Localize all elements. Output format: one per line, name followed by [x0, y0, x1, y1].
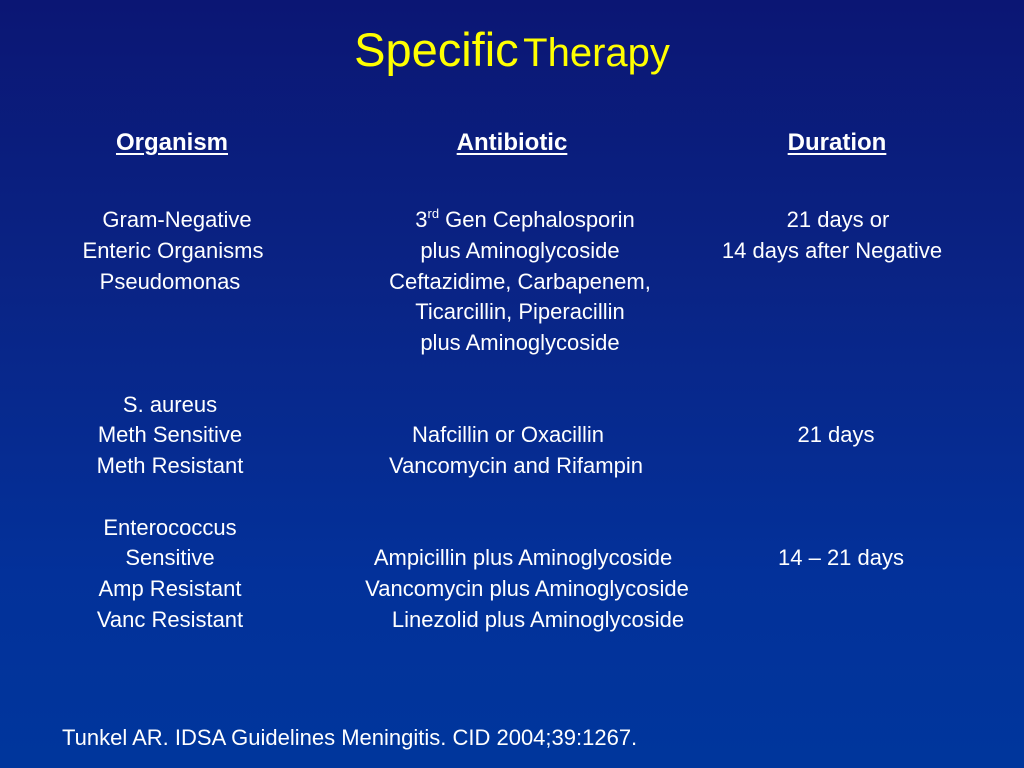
antibiotic-line [358, 359, 682, 390]
antibiotic-line: 3rd Gen Cephalosporin [363, 205, 687, 236]
antibiotic-line [358, 482, 682, 513]
duration-line [726, 267, 946, 298]
organism-line [80, 359, 261, 390]
antibiotic-line-sup: rd [427, 206, 440, 221]
antibiotic-line: Vancomycin plus Aminoglycoside [365, 576, 689, 602]
duration-line: 14 – 21 days [778, 545, 904, 571]
antibiotic-line: Ampicillin plus Aminoglycoside [373, 545, 673, 571]
organism-line: S. aureus [122, 391, 218, 417]
duration-line: 21 days or [786, 207, 890, 232]
antibiotic-line: plus Aminoglycoside [420, 330, 620, 356]
citation: Tunkel AR. IDSA Guidelines Meningitis. C… [62, 725, 638, 750]
duration-line [726, 513, 946, 544]
organism-line: Enterococcus [103, 514, 237, 540]
duration-line [726, 359, 946, 390]
duration-line [726, 574, 946, 605]
organism-line: Pseudomonas [99, 268, 241, 294]
organism-line: Meth Sensitive [97, 422, 243, 448]
antibiotic-line: Vancomycin and Rifampin [389, 453, 643, 479]
organism-line [80, 482, 261, 513]
antibiotic-line: Ticarcillin, Piperacillin [415, 299, 625, 325]
organism-line: Vanc Resistant [96, 606, 244, 632]
organism-line: Meth Resistant [96, 453, 244, 479]
duration-line [726, 328, 946, 359]
antibiotic-line-post: Gen Cephalosporin [439, 207, 635, 232]
antibiotic-line: Linezolid plus Aminoglycoside [391, 606, 685, 632]
organism-column: Gram-Negative Enteric Organisms Pseudomona… [80, 205, 264, 636]
organism-line: Enteric Organisms [82, 237, 264, 263]
organism-line [80, 328, 261, 359]
duration-line [726, 390, 946, 421]
organism-line: Amp Resistant [98, 576, 242, 602]
duration-line [726, 605, 946, 636]
duration-line [726, 482, 946, 513]
antibiotic-line: Nafcillin or Oxacillin [412, 422, 604, 448]
duration-line: 21 days [797, 422, 875, 448]
antibiotic-line: Ceftazidime, Carbapenem, [389, 268, 651, 294]
header-duration: Duration [787, 129, 887, 156]
duration-column: 21 days or 14 days after Negative 21 days 1… [722, 205, 946, 636]
antibiotic-line [358, 390, 682, 421]
header-antibiotic: Antibiotic [456, 129, 568, 156]
organism-line: Gram-Negative [102, 207, 252, 232]
antibiotic-column: 3rd Gen Cephalosporin plus Aminoglycoside… [358, 205, 689, 636]
title-part-2: Therapy [523, 31, 670, 75]
header-organism: Organism [115, 129, 229, 156]
antibiotic-line [358, 513, 682, 544]
antibiotic-line-pre: 3 [415, 207, 428, 232]
antibiotic-line: plus Aminoglycoside [420, 237, 620, 263]
duration-line [726, 451, 946, 482]
slide-title: Specific Therapy [0, 22, 1024, 77]
duration-line: 14 days after Negative [721, 237, 943, 263]
title-part-1: Specific [354, 23, 519, 76]
organism-line: Sensitive [125, 545, 215, 571]
duration-line [726, 297, 946, 328]
organism-line [80, 297, 261, 328]
